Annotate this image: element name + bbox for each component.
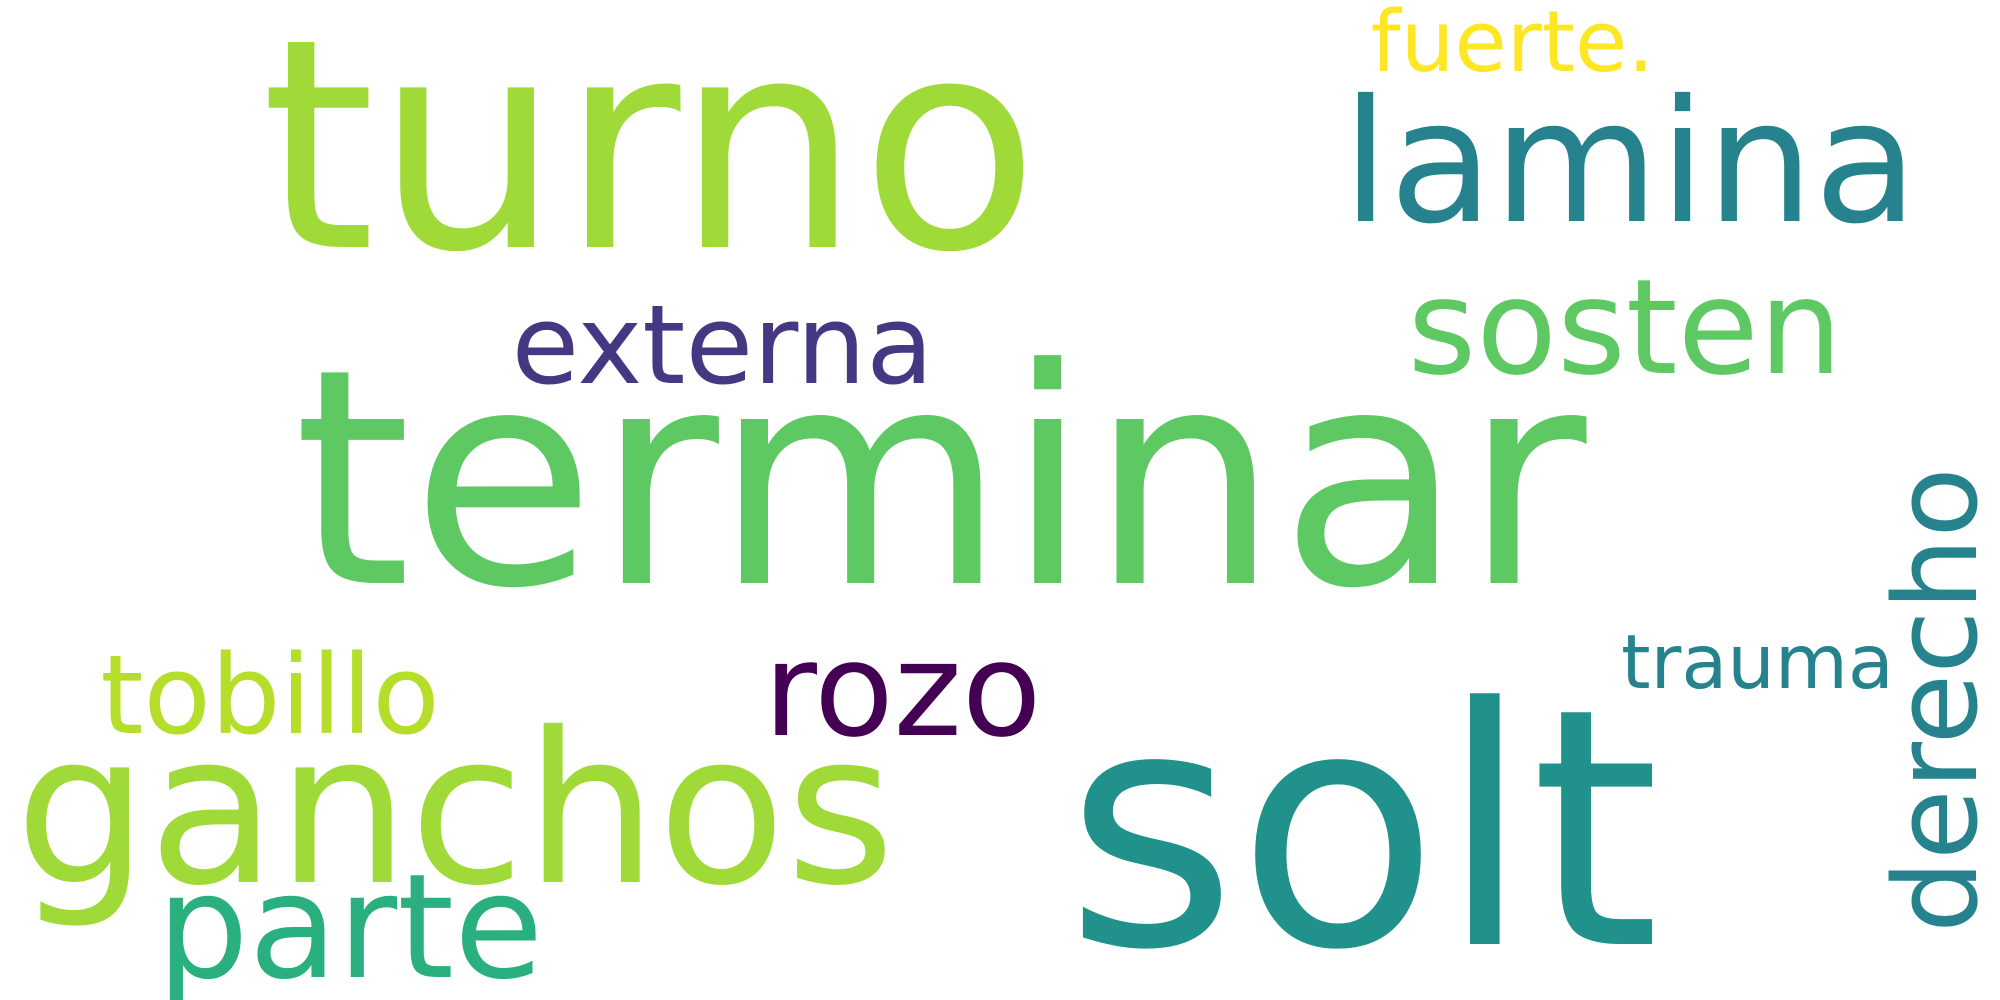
word-sosten: sosten xyxy=(1407,251,1843,405)
word-terminar: terminar xyxy=(293,305,1587,654)
word-lamina: lamina xyxy=(1341,64,1919,262)
word-derecho: derecho xyxy=(1870,467,2000,933)
word-externa: externa xyxy=(511,281,934,409)
word-fuerte: fuerte. xyxy=(1370,0,1655,92)
word-parte: parte xyxy=(156,843,544,1000)
word-rozo: rozo xyxy=(763,614,1042,766)
word-tobillo: tobillo xyxy=(100,631,440,759)
word-turno: turno xyxy=(260,0,1040,316)
word-solt: solt xyxy=(1065,638,1660,1000)
word-trauma: trauma xyxy=(1621,618,1894,706)
word-ganchos: ganchos xyxy=(15,688,895,933)
